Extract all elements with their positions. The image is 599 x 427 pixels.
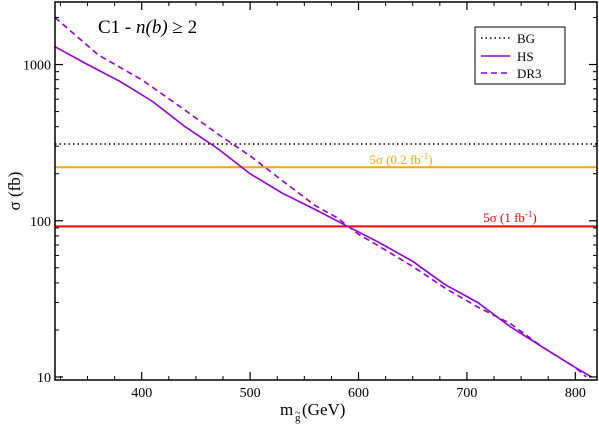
x-tick-label: 700 [456, 386, 477, 401]
y-tick-label: 1000 [23, 59, 51, 74]
chart-title-part3: ≥ 2 [168, 17, 197, 38]
x-tick-label: 600 [348, 386, 369, 401]
x-axis-ticks: 400 500 600 700 800 [59, 2, 586, 401]
x-axis-label-unit: (GeV) [302, 400, 345, 419]
y-axis-ticks: 10 100 1000 [23, 17, 597, 386]
y-tick-label: 100 [30, 215, 51, 230]
chart-title-part1: C1 - [98, 17, 136, 38]
x-axis-label-accent: ~ [295, 408, 301, 419]
legend-label-hs: HS [517, 49, 534, 64]
x-axis-label-main: m [280, 400, 293, 419]
chart-title: C1 - n(b) ≥ 2 [98, 17, 197, 38]
ref-label-1fb: 5σ (1 fb-1) [483, 209, 537, 225]
ref-label-0.2fb: 5σ (0.2 fb-1) [369, 151, 432, 167]
legend: BG HS DR3 [474, 26, 566, 85]
plot-content [54, 16, 597, 378]
x-tick-label: 400 [131, 386, 152, 401]
x-axis-label-sub: g [295, 412, 301, 424]
y-tick-label: 10 [37, 371, 51, 386]
x-tick-label: 800 [565, 386, 586, 401]
y-axis-label: σ (fb) [5, 172, 24, 211]
plot-frame [54, 1, 598, 381]
series-hs-line [54, 45, 593, 378]
x-axis-label: m ~ g (GeV) [280, 400, 345, 424]
legend-label-bg: BG [517, 31, 535, 46]
x-tick-label: 500 [240, 386, 261, 401]
legend-label-dr3: DR3 [517, 66, 542, 81]
chart-title-part2: n(b) [136, 17, 168, 38]
